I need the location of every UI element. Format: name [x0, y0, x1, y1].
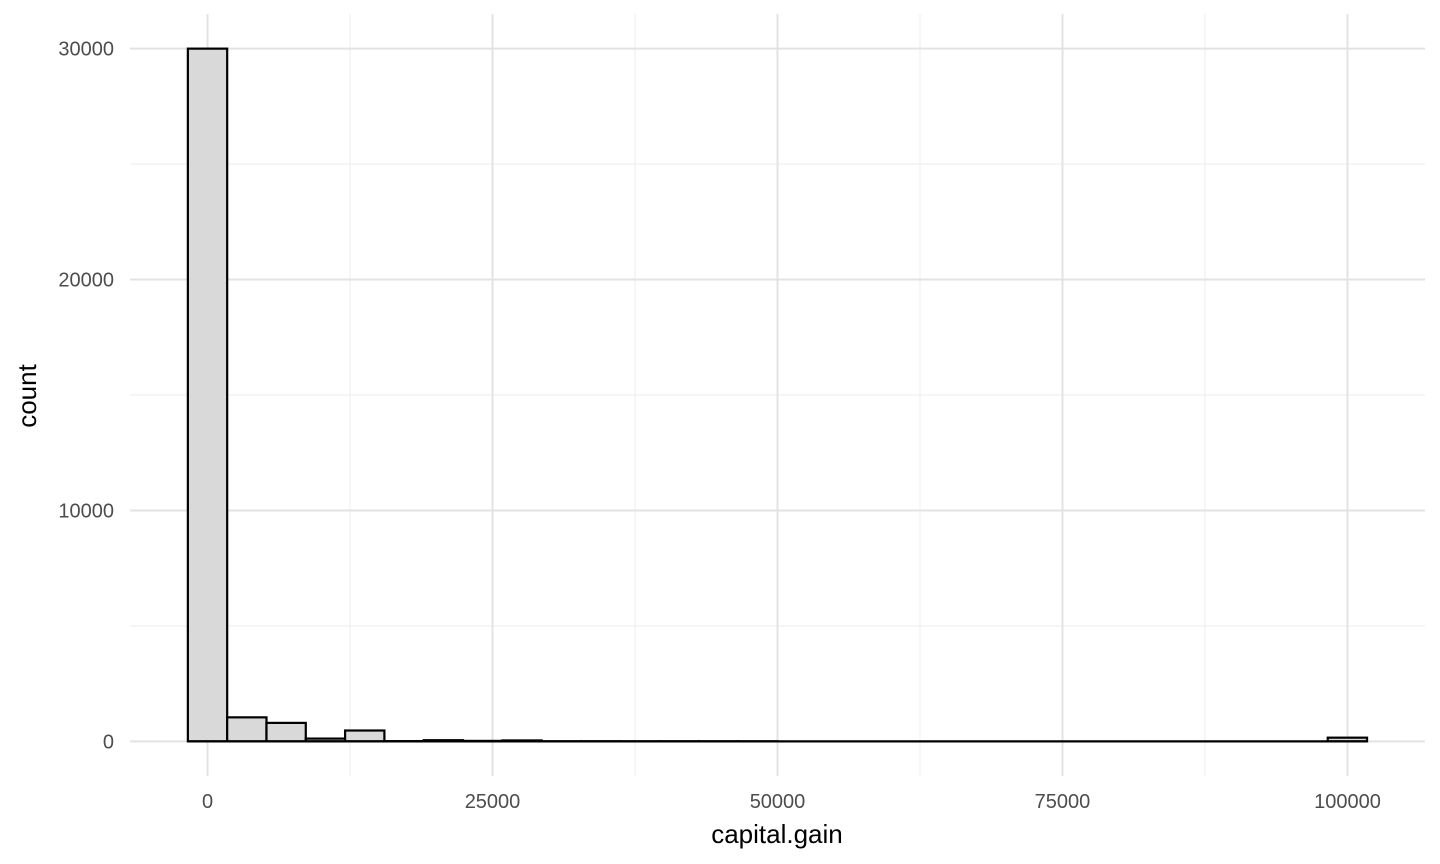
x-tick-label: 25000 — [465, 791, 521, 813]
y-tick-label: 20000 — [58, 270, 114, 292]
x-tick-label: 75000 — [1035, 791, 1091, 813]
x-tick-label: 0 — [202, 791, 213, 813]
y-tick-label: 0 — [103, 731, 114, 753]
y-axis-title: count — [12, 363, 42, 427]
x-axis-title: capital.gain — [711, 819, 843, 849]
x-tick-label: 100000 — [1314, 791, 1381, 813]
grid-lines — [130, 14, 1425, 776]
y-tick-label: 10000 — [58, 500, 114, 522]
axis-tick-labels: 0 25000 50000 75000 100000 0 10000 20000 30000 — [58, 39, 1380, 813]
histogram-bars — [186, 47, 1369, 743]
histogram-bar — [226, 716, 268, 743]
x-tick-label: 50000 — [750, 791, 806, 813]
histogram-bar — [343, 729, 386, 743]
histogram-bar — [265, 721, 307, 743]
y-tick-label: 30000 — [58, 39, 114, 61]
histogram-bar — [186, 47, 229, 743]
